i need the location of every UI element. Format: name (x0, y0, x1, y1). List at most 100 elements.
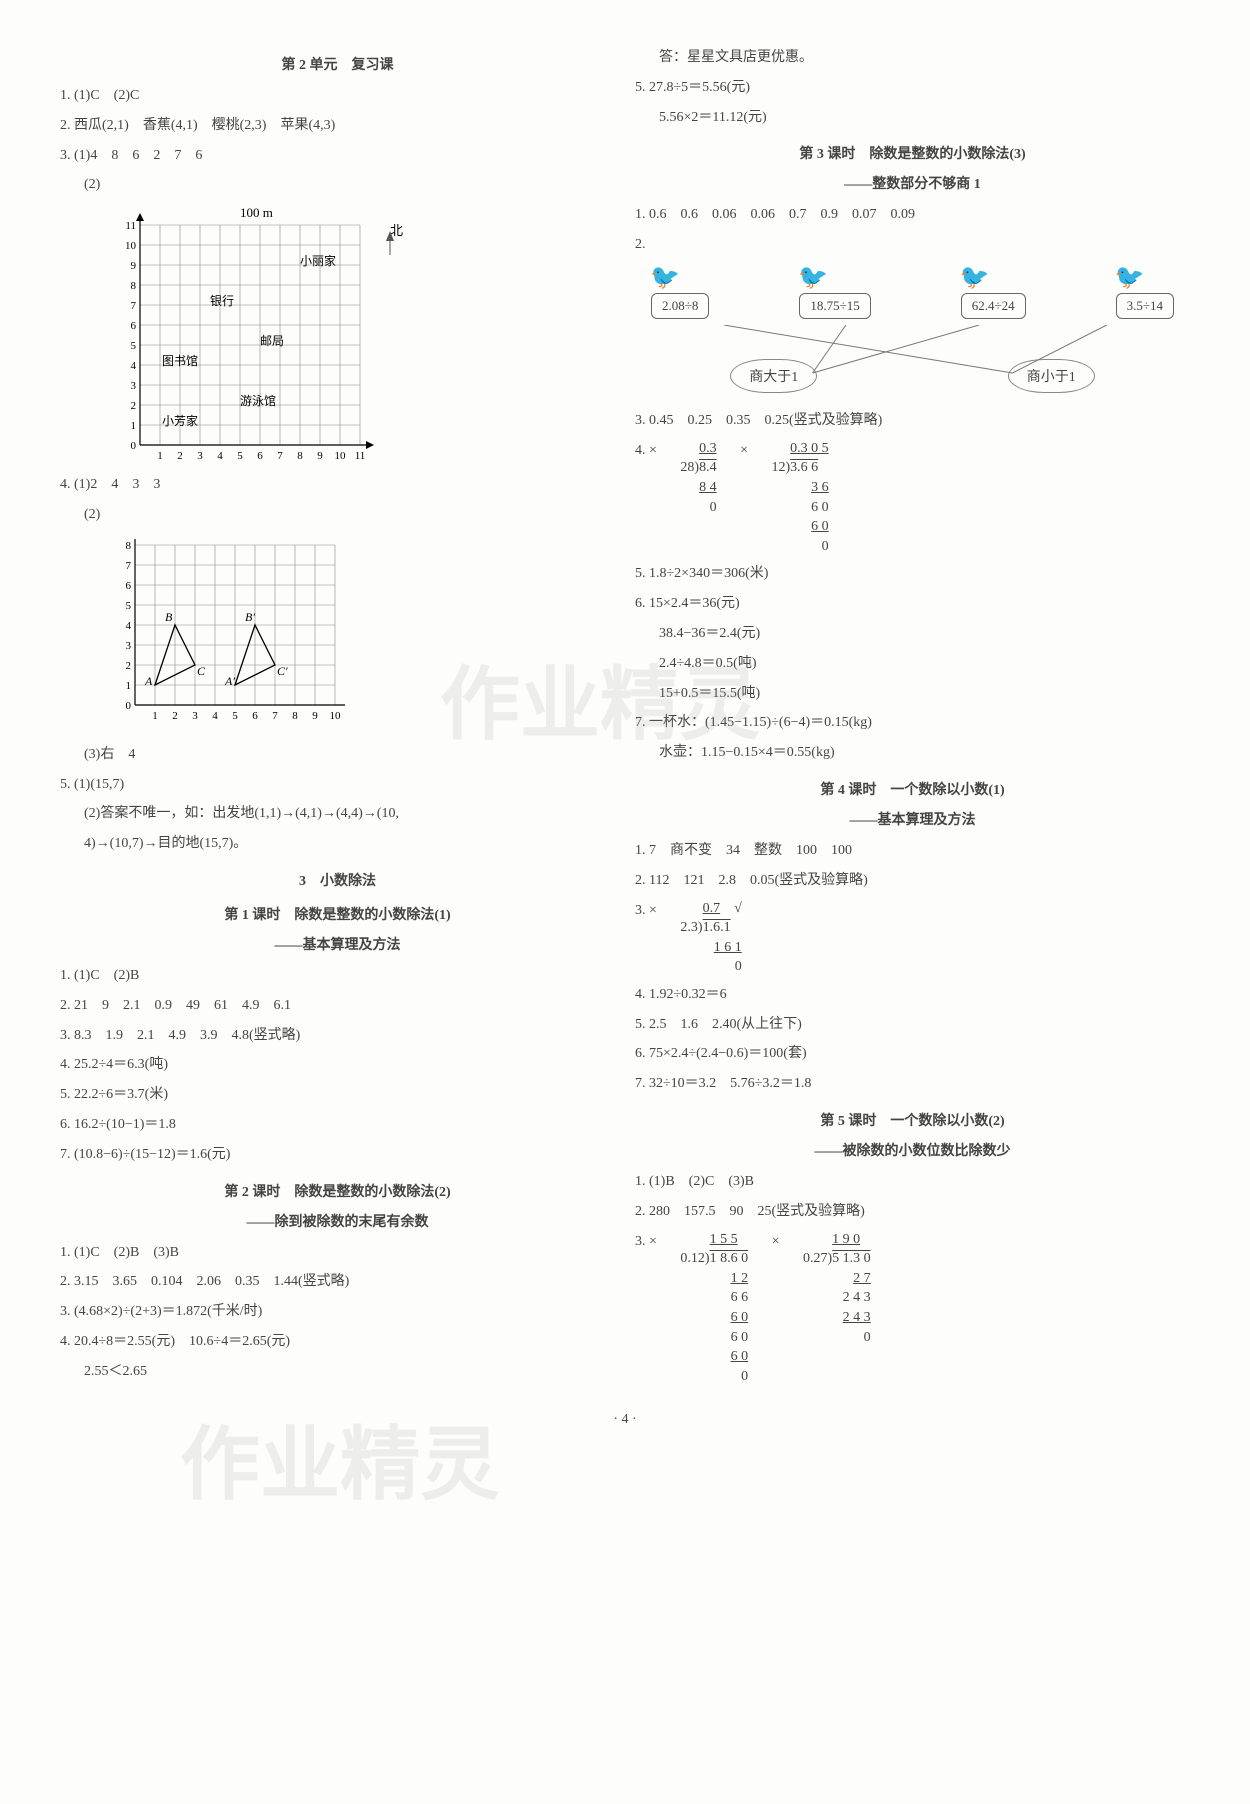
bird-icon: 🐦 (793, 263, 833, 293)
svg-text:1: 1 (131, 420, 137, 432)
l1-5: 5. 22.2÷6＝3.7(米) (60, 1083, 615, 1107)
scale-label: 100 m (240, 205, 273, 220)
svg-text:6: 6 (252, 710, 258, 722)
l4-5: 5. 2.5 1.6 2.40(从上往下) (635, 1013, 1190, 1037)
svg-text:10: 10 (125, 240, 137, 252)
q2: 2. 西瓜(2,1) 香蕉(4,1) 樱桃(2,3) 苹果(4,3) (60, 114, 615, 138)
svg-text:8: 8 (292, 710, 298, 722)
svg-text:C′: C′ (277, 664, 288, 678)
l4-3-row: 3. × 2.3)0.7 √ 2.3)1.6.1 1 6 1 0 (635, 899, 1190, 977)
svg-text:2: 2 (126, 660, 132, 672)
box-1: 2.08÷8 (651, 293, 709, 319)
l4-7: 7. 32÷10＝3.2 5.76÷3.2＝1.8 (635, 1072, 1190, 1096)
svg-text:4: 4 (217, 450, 223, 462)
right-column: 答：星星文具店更优惠。 5. 27.8÷5＝5.56(元) 5.56×2＝11.… (635, 40, 1190, 1392)
l3-7a: 7. 一杯水：(1.45−1.15)÷(6−4)＝0.15(kg) (635, 711, 1190, 735)
l1-4: 4. 25.2÷4＝6.3(吨) (60, 1053, 615, 1077)
l3-4-row: 4. × 28)0.3 28)8.4 8 4 0 × 12)0.3 0 5 12… (635, 439, 1190, 557)
svg-text:5: 5 (232, 710, 238, 722)
svg-text:4: 4 (212, 710, 218, 722)
lesson4-heading: 第 4 课时 一个数除以小数(1) (635, 779, 1190, 799)
grid-chart-1: 100 m 北 01234567891011 (110, 205, 615, 465)
l3-2: 2. (635, 233, 1190, 257)
l1-2: 2. 21 9 2.1 0.9 49 61 4.9 6.1 (60, 994, 615, 1018)
l2-4: 4. 20.4÷8＝2.55(元) 10.6÷4＝2.65(元) (60, 1330, 615, 1354)
l3-6b: 38.4−36＝2.4(元) (635, 622, 1190, 646)
bird-icon: 🐦 (1110, 263, 1150, 293)
longdiv-2: 12)0.3 0 5 12)3.6 6 3 6 6 0 6 0 0 (771, 439, 828, 557)
l4-6: 6. 75×2.4÷(2.4−0.6)＝100(套) (635, 1042, 1190, 1066)
page-number: · 4 · (60, 1412, 1190, 1428)
q3-2: (2) (60, 173, 615, 197)
svg-text:5: 5 (126, 600, 132, 612)
l1-3: 3. 8.3 1.9 2.1 4.9 3.9 4.8(竖式略) (60, 1024, 615, 1048)
svg-text:2: 2 (131, 400, 137, 412)
svg-text:A′: A′ (224, 674, 235, 688)
bird-icon: 🐦 (645, 263, 685, 293)
svg-text:9: 9 (317, 450, 323, 462)
north-label: 北 (390, 223, 403, 238)
svg-text:2: 2 (172, 710, 178, 722)
svg-text:3: 3 (131, 380, 137, 392)
lesson3-sub: ——整数部分不够商 1 (635, 173, 1190, 193)
q5-2: (2)答案不唯一，如：出发地(1,1)→(4,1)→(4,4)→(10, (60, 802, 615, 826)
svg-text:10: 10 (335, 450, 347, 462)
svg-text:6: 6 (131, 320, 137, 332)
l5-3: 3. × (635, 1234, 657, 1249)
svg-text:5: 5 (237, 450, 243, 462)
svg-text:9: 9 (312, 710, 318, 722)
box-3: 62.4÷24 (961, 293, 1026, 319)
svg-text:7: 7 (126, 560, 132, 572)
l5-2: 2. 280 157.5 90 25(竖式及验算略) (635, 1200, 1190, 1224)
svg-text:2: 2 (177, 450, 183, 462)
l2-5: 2.55＜2.65 (60, 1360, 615, 1384)
longdiv-5: 0.27)1 9 0 0.27)5 1.3 0 2 7 2 4 3 2 4 3 … (803, 1230, 871, 1348)
l4-3: 3. × (635, 903, 657, 918)
q3-1: 3. (1)4 8 6 2 7 6 (60, 144, 615, 168)
svg-text:11: 11 (355, 450, 366, 462)
lesson5-sub: ——被除数的小数位数比除数少 (635, 1140, 1190, 1160)
l1-1: 1. (1)C (2)B (60, 964, 615, 988)
l3-6d: 15+0.5＝15.5(吨) (635, 682, 1190, 706)
svg-text:4: 4 (126, 620, 132, 632)
lesson2-sub: ——除到被除数的末尾有余数 (60, 1211, 615, 1231)
l3-5: 5. 1.8÷2×340＝306(米) (635, 562, 1190, 586)
grid-chart-2: 012345678 12345678910 A B C A′ B′ C′ (110, 535, 615, 735)
l3-6c: 2.4÷4.8＝0.5(吨) (635, 652, 1190, 676)
q1: 1. (1)C (2)C (60, 84, 615, 108)
l3-4: 4. × (635, 443, 657, 458)
longdiv-3: 2.3)0.7 √ 2.3)1.6.1 1 6 1 0 (680, 899, 741, 977)
l2-1: 1. (1)C (2)B (3)B (60, 1241, 615, 1265)
q5-1: 5. (1)(15,7) (60, 773, 615, 797)
svg-text:8: 8 (131, 280, 137, 292)
svg-text:7: 7 (272, 710, 278, 722)
svg-text:5: 5 (131, 340, 137, 352)
svg-text:游泳馆: 游泳馆 (240, 393, 276, 408)
longdiv-1: 28)0.3 28)8.4 8 4 0 (680, 439, 716, 517)
svg-text:11: 11 (125, 220, 136, 232)
q4-1: 4. (1)2 4 3 3 (60, 473, 615, 497)
svg-text:10: 10 (330, 710, 342, 722)
svg-text:B′: B′ (245, 610, 255, 624)
svg-text:8: 8 (297, 450, 303, 462)
svg-text:0: 0 (126, 700, 132, 712)
svg-text:1: 1 (157, 450, 163, 462)
svg-text:0: 0 (131, 440, 137, 452)
l3-7b: 水壶：1.15−0.15×4＝0.55(kg) (635, 741, 1190, 765)
svg-text:图书馆: 图书馆 (162, 353, 198, 368)
lesson5-heading: 第 5 课时 一个数除以小数(2) (635, 1110, 1190, 1130)
lesson2-heading: 第 2 课时 除数是整数的小数除法(2) (60, 1181, 615, 1201)
svg-text:银行: 银行 (210, 294, 234, 308)
l2-3: 3. (4.68×2)÷(2+3)＝1.872(千米/时) (60, 1300, 615, 1324)
svg-text:C: C (197, 664, 206, 678)
l4-4: 4. 1.92÷0.32＝6 (635, 983, 1190, 1007)
longdiv-4: 0.12)1 5 5 0.12)1 8.6 0 1 2 6 6 6 0 6 0 … (680, 1230, 748, 1387)
r5b: 5.56×2＝11.12(元) (635, 106, 1190, 130)
l1-6: 6. 16.2÷(10−1)＝1.8 (60, 1113, 615, 1137)
q5-3: 4)→(10,7)→目的地(15,7)。 (60, 832, 615, 856)
l3-1: 1. 0.6 0.6 0.06 0.06 0.7 0.9 0.07 0.09 (635, 203, 1190, 227)
lesson1-heading: 第 1 课时 除数是整数的小数除法(1) (60, 904, 615, 924)
svg-text:邮局: 邮局 (260, 334, 284, 348)
chapter3-heading: 3 小数除法 (60, 870, 615, 890)
lesson4-sub: ——基本算理及方法 (635, 809, 1190, 829)
